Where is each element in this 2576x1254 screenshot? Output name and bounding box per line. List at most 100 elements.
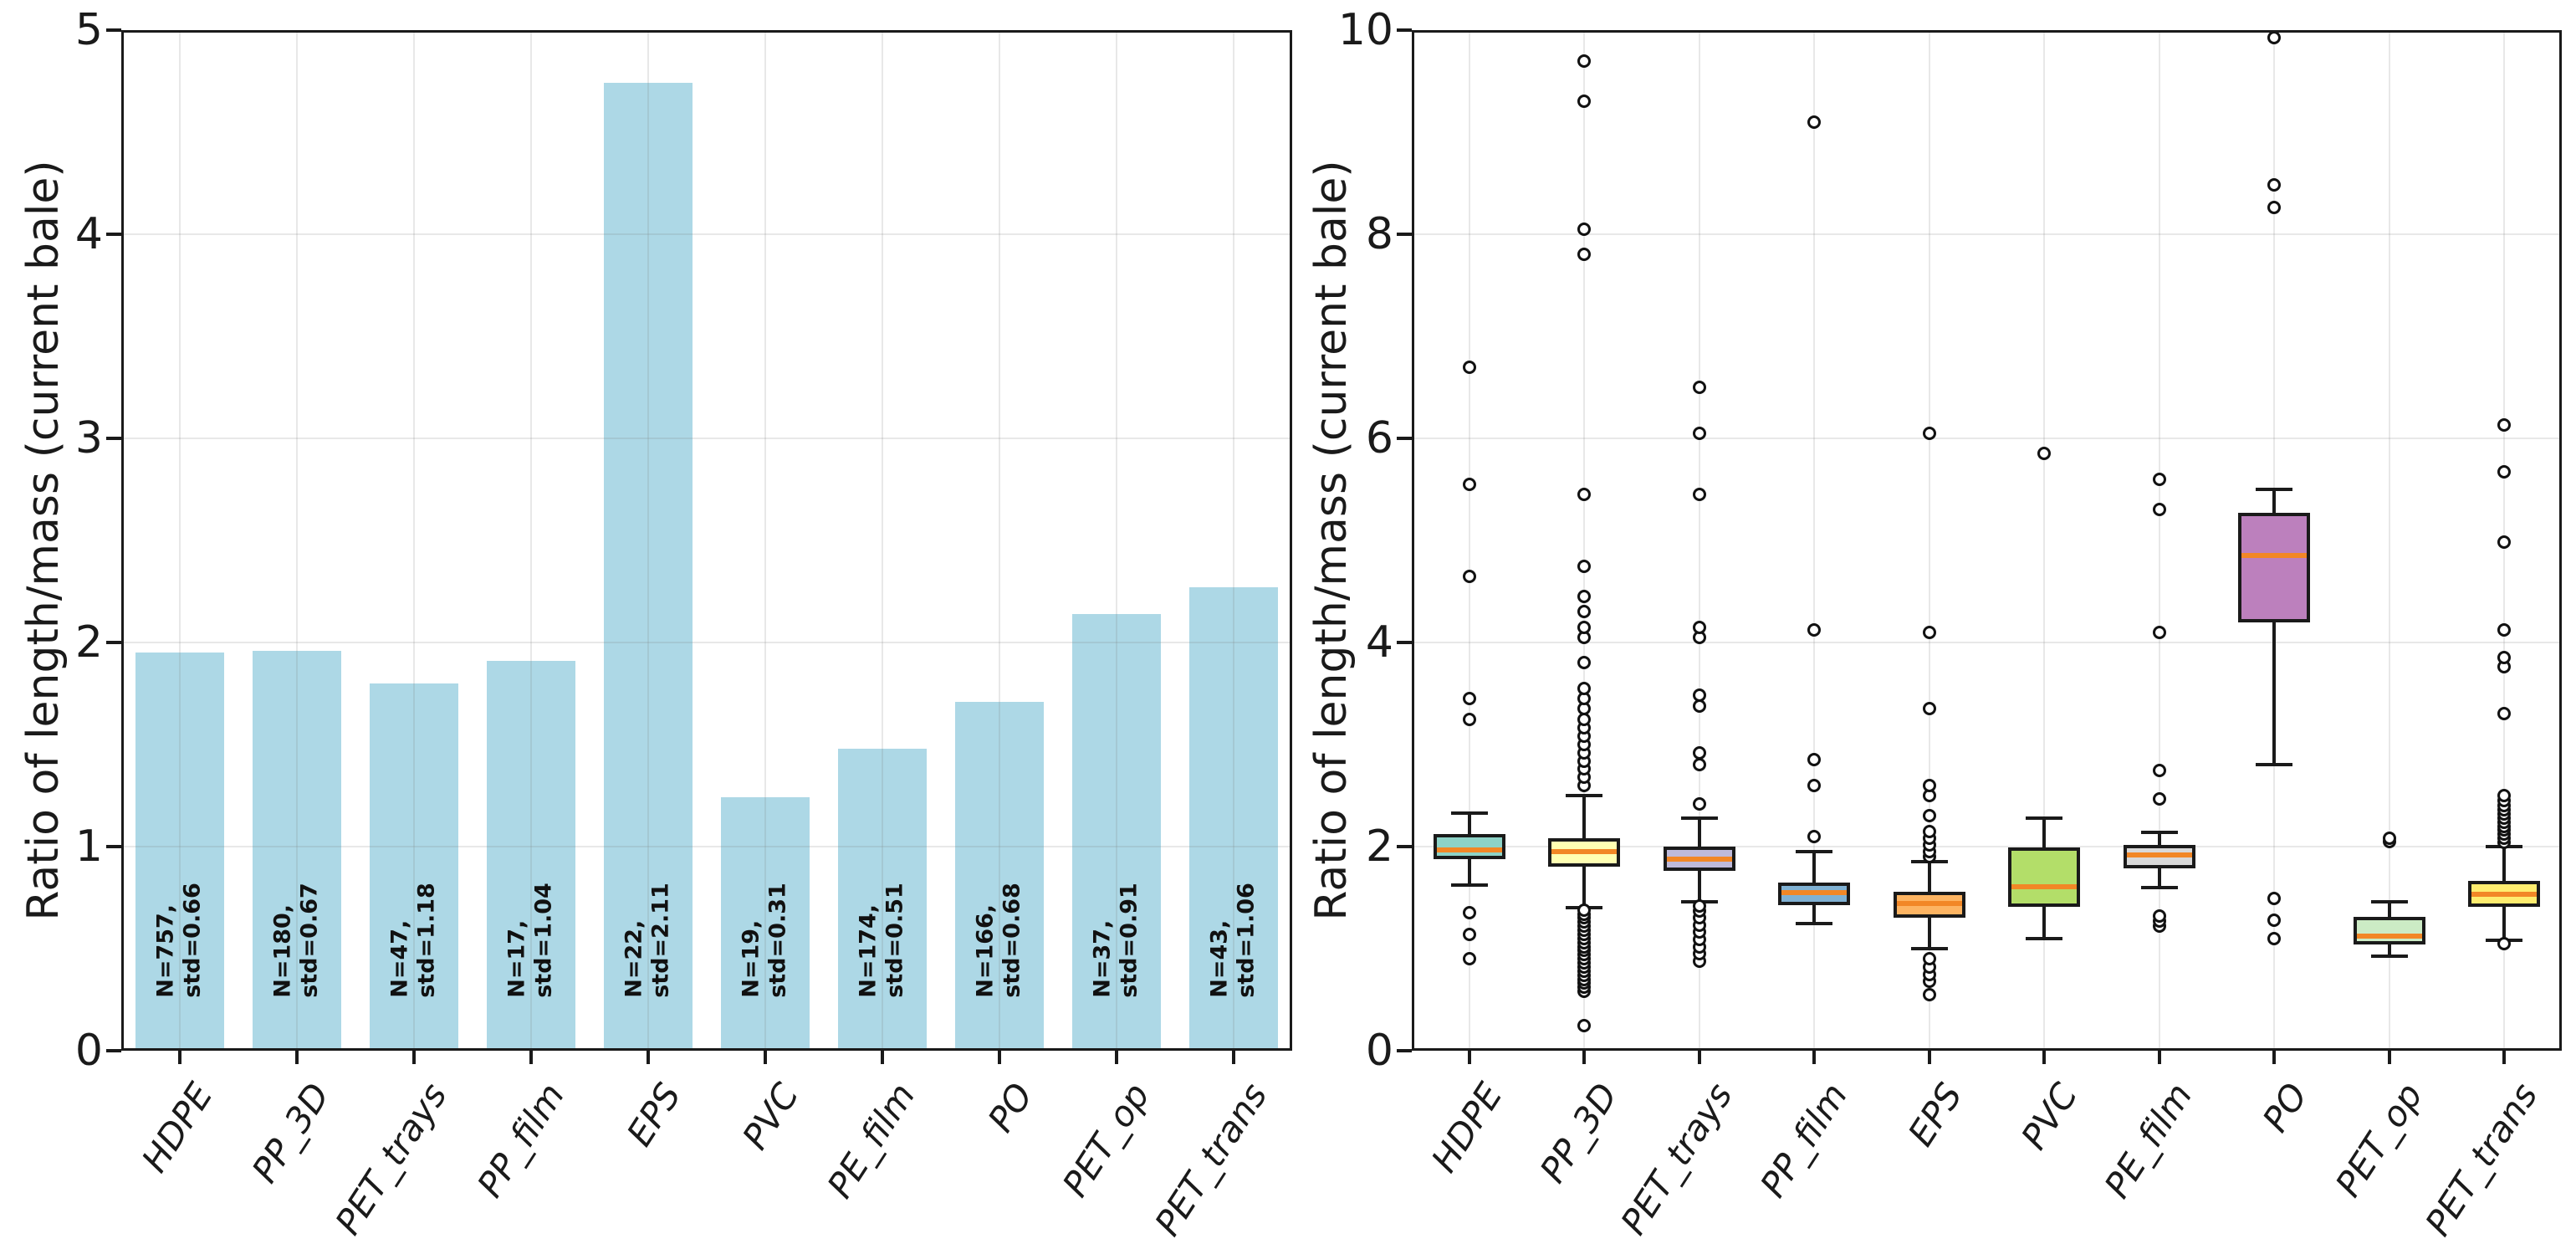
v-gridline — [1233, 30, 1234, 1051]
bar-PO — [955, 701, 1044, 1051]
x-tick-mark — [178, 1051, 181, 1064]
outlier-HDPE — [1462, 477, 1476, 491]
outlier-PE_film — [2152, 503, 2166, 517]
v-gridline — [2388, 30, 2390, 1051]
x-tick-mark — [998, 1051, 1001, 1064]
median-HDPE — [1436, 847, 1502, 852]
median-PVC — [2011, 883, 2078, 889]
whisker-upper-PE_film — [2157, 832, 2161, 845]
outlier-PET_trays — [1692, 898, 1706, 913]
x-tick-label-text: HDPE — [1423, 1076, 1510, 1180]
outlier-PE_film — [2152, 791, 2166, 806]
outlier-PE_film — [2152, 763, 2166, 777]
y-tick-mark — [1397, 233, 1412, 236]
whisker-lower-HDPE — [1467, 858, 1471, 886]
bar-EPS — [604, 83, 693, 1051]
whisker-upper-PVC — [2042, 817, 2047, 848]
y-tick-mark — [106, 641, 121, 644]
x-tick-mark — [295, 1051, 299, 1064]
outlier-EPS — [1922, 702, 1936, 716]
x-tick-mark — [2157, 1051, 2161, 1064]
whisker-cap-lower-EPS — [1910, 947, 1948, 950]
median-PE_film — [2126, 852, 2192, 857]
v-gridline — [647, 30, 649, 1051]
outlier-PET_trays — [1692, 796, 1706, 811]
x-tick-label-text: PET_trans — [1146, 1076, 1275, 1243]
whisker-lower-PET_trays — [1697, 871, 1701, 902]
v-gridline — [2043, 30, 2046, 1051]
outlier-PET_trays — [1692, 381, 1706, 394]
outlier-PET_trays — [1692, 758, 1706, 772]
h-gridline — [1412, 233, 2562, 235]
whisker-lower-EPS — [1927, 918, 1931, 949]
x-tick-label-text: EPS — [619, 1076, 690, 1154]
y-tick-mark — [106, 28, 121, 32]
whisker-cap-lower-HDPE — [1450, 883, 1488, 888]
v-gridline — [530, 30, 532, 1051]
y-tick-label: 10 — [1337, 5, 1393, 55]
outlier-HDPE — [1462, 927, 1476, 941]
y-tick-mark — [106, 845, 121, 848]
outlier-PE_film — [2152, 472, 2166, 486]
h-gridline — [1412, 642, 2562, 643]
x-tick-mark — [1697, 1051, 1701, 1064]
bar-PET_op — [1072, 613, 1161, 1051]
outlier-PET_trans — [2497, 936, 2512, 950]
whisker-cap-upper-PO — [2256, 488, 2293, 491]
outlier-HDPE — [1462, 712, 1476, 726]
outlier-PP_film — [1807, 623, 1822, 637]
x-tick-label-text: PET_trans — [2416, 1076, 2546, 1243]
median-PET_trans — [2471, 892, 2538, 898]
outlier-PET_trans — [2497, 465, 2512, 479]
whisker-cap-lower-PVC — [2026, 936, 2063, 940]
x-tick-mark — [2272, 1051, 2277, 1064]
outlier-EPS — [1922, 987, 1936, 1001]
bar-PET_trans — [1189, 587, 1278, 1051]
outlier-PO — [2267, 201, 2282, 215]
x-tick-label-text: EPS — [1899, 1076, 1970, 1154]
x-tick-label-text: PP_3D — [243, 1076, 339, 1190]
x-tick-mark — [764, 1051, 767, 1064]
v-gridline — [296, 30, 298, 1051]
x-tick-label-text: PE_film — [819, 1076, 924, 1205]
x-tick-mark — [1927, 1051, 1931, 1064]
y-tick-mark — [106, 1049, 121, 1052]
outlier-PO — [2267, 178, 2282, 192]
whisker-lower-PE_film — [2157, 868, 2161, 888]
outlier-PET_trans — [2497, 623, 2512, 637]
outlier-PP_3D — [1577, 656, 1592, 670]
x-tick-mark — [1467, 1051, 1471, 1064]
outlier-PP_3D — [1577, 488, 1592, 502]
outlier-PP_3D — [1577, 95, 1592, 109]
median-EPS — [1896, 901, 1962, 907]
v-gridline — [1813, 30, 1816, 1051]
x-tick-label-text: HDPE — [133, 1076, 222, 1180]
outlier-EPS — [1922, 625, 1936, 639]
y-tick-mark — [106, 233, 121, 236]
whisker-lower-PET_trans — [2502, 906, 2507, 941]
whisker-cap-upper-PVC — [2026, 816, 2063, 820]
v-gridline — [1468, 30, 1470, 1051]
y-tick-mark — [1397, 437, 1412, 440]
outlier-EPS — [1922, 952, 1936, 966]
whisker-cap-upper-PP_3D — [1566, 794, 1603, 797]
box-PO — [2238, 513, 2311, 622]
outlier-PET_trans — [2497, 651, 2512, 665]
outlier-PP_film — [1807, 829, 1822, 843]
whisker-upper-PET_trans — [2502, 847, 2507, 882]
x-tick-label-text: PE_film — [2096, 1076, 2200, 1205]
bar-PP_3D — [253, 650, 341, 1051]
outlier-PET_trays — [1692, 745, 1706, 760]
outlier-PP_3D — [1577, 1018, 1592, 1032]
x-tick-mark — [1232, 1051, 1235, 1064]
outlier-PP_3D — [1577, 590, 1592, 604]
y-tick-label: 5 — [74, 5, 103, 55]
y-tick-mark — [1397, 641, 1412, 644]
x-tick-mark — [1115, 1051, 1118, 1064]
y-axis-label-bar-chart: Ratio of length/mass (current bale) — [18, 160, 69, 921]
whisker-cap-upper-PE_film — [2140, 830, 2178, 834]
outlier-PET_trans — [2497, 707, 2512, 721]
outlier-PP_3D — [1577, 681, 1592, 695]
x-tick-mark — [529, 1051, 533, 1064]
